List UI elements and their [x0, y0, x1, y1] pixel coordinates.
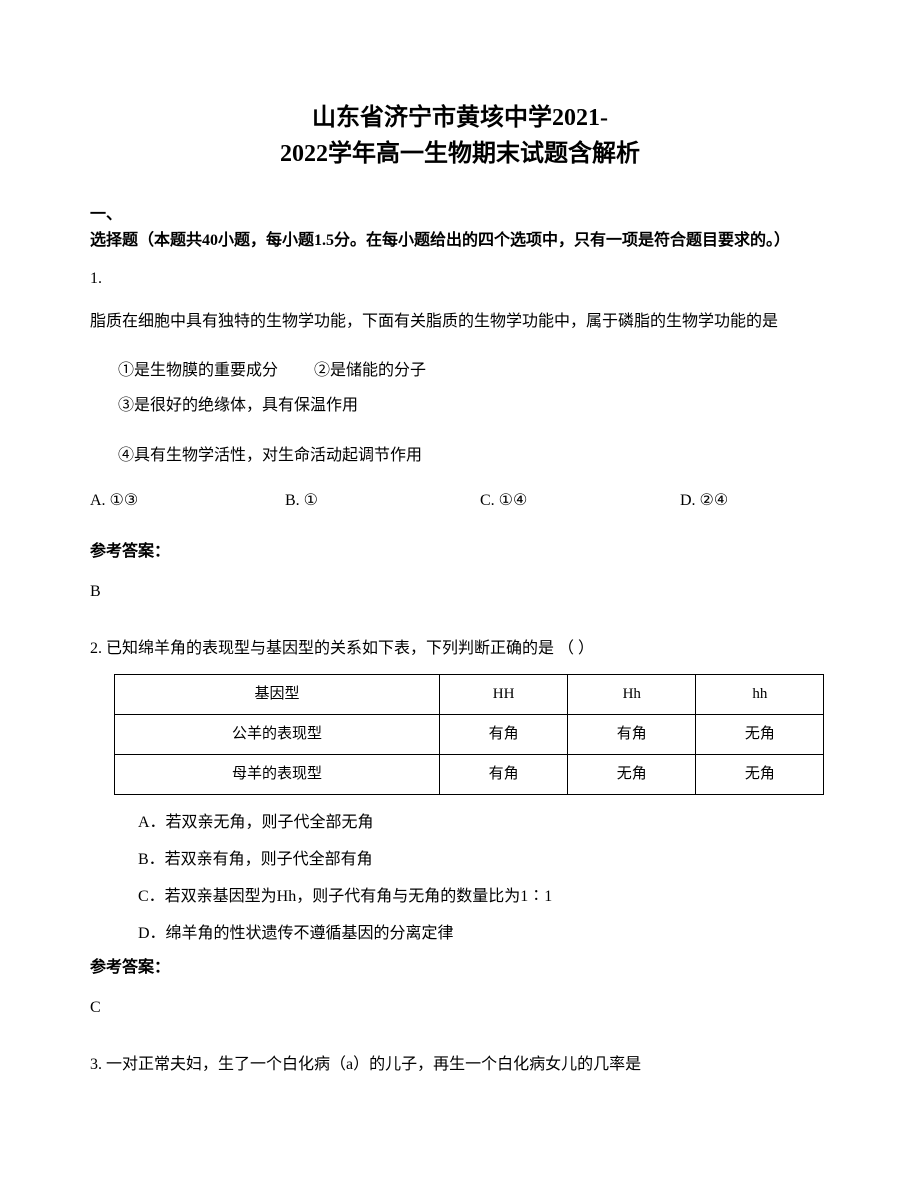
q2-option-a: A．若双亲无角，则子代全部无角 — [138, 805, 830, 840]
table-row: 母羊的表现型 有角 无角 无角 — [115, 754, 824, 794]
section-header: 一、 选择题（本题共40小题，每小题1.5分。在每小题给出的四个选项中，只有一项… — [90, 202, 830, 253]
q1-sub3: ③是很好的绝缘体，具有保温作用 — [118, 397, 358, 414]
q3-text: 3. 一对正常夫妇，生了一个白化病（a）的儿子，再生一个白化病女儿的几率是 — [90, 1051, 830, 1080]
q2-option-d: D．绵羊角的性状遗传不遵循基因的分离定律 — [138, 916, 830, 951]
table-cell: 母羊的表现型 — [115, 754, 440, 794]
table-cell: hh — [696, 674, 824, 714]
table-cell: 有角 — [440, 714, 568, 754]
q2-text: 2. 已知绵羊角的表现型与基因型的关系如下表，下列判断正确的是 （ ） — [90, 635, 830, 664]
section-header-line-1: 一、 — [90, 206, 122, 223]
q1-sub-options-group1: ①是生物膜的重要成分 ②是储能的分子 ③是很好的绝缘体，具有保温作用 — [90, 353, 830, 423]
q2-answer-value: C — [90, 994, 830, 1023]
q1-option-d: D. ②④ — [680, 487, 728, 516]
q1-number: 1. — [90, 265, 830, 294]
table-cell: 基因型 — [115, 674, 440, 714]
table-row: 基因型 HH Hh hh — [115, 674, 824, 714]
q1-sub2: ②是储能的分子 — [314, 362, 426, 379]
title-line-2: 2022学年高一生物期末试题含解析 — [280, 141, 640, 167]
q1-sub-options-group2: ④具有生物学活性，对生命活动起调节作用 — [90, 438, 830, 473]
q1-answer-options: A. ①③ B. ① C. ①④ D. ②④ — [90, 487, 830, 516]
q2-options: A．若双亲无角，则子代全部无角 B．若双亲有角，则子代全部有角 C．若双亲基因型… — [90, 805, 830, 952]
q2-option-c: C．若双亲基因型为Hh，则子代有角与无角的数量比为1∶1 — [138, 879, 830, 914]
table-cell: Hh — [568, 674, 696, 714]
q1-text: 脂质在细胞中具有独特的生物学功能，下面有关脂质的生物学功能中，属于磷脂的生物学功… — [90, 304, 830, 339]
table-cell: 有角 — [568, 714, 696, 754]
q1-answer-label: 参考答案： — [90, 538, 830, 567]
q1-option-a: A. ①③ — [90, 487, 285, 516]
page-title: 山东省济宁市黄垓中学2021- 2022学年高一生物期末试题含解析 — [90, 100, 830, 172]
q1-answer-value: B — [90, 578, 830, 607]
q2-table: 基因型 HH Hh hh 公羊的表现型 有角 有角 无角 母羊的表现型 有角 无… — [114, 674, 824, 795]
q2-answer-label: 参考答案： — [90, 954, 830, 983]
table-cell: 无角 — [696, 714, 824, 754]
q1-option-c: C. ①④ — [480, 487, 680, 516]
table-cell: 有角 — [440, 754, 568, 794]
table-cell: HH — [440, 674, 568, 714]
title-line-1: 山东省济宁市黄垓中学2021- — [312, 105, 608, 131]
q1-option-b: B. ① — [285, 487, 480, 516]
table-cell: 无角 — [568, 754, 696, 794]
q1-sub1: ①是生物膜的重要成分 — [118, 362, 278, 379]
table-row: 公羊的表现型 有角 有角 无角 — [115, 714, 824, 754]
section-header-line-2: 选择题（本题共40小题，每小题1.5分。在每小题给出的四个选项中，只有一项是符合… — [90, 232, 790, 249]
table-cell: 公羊的表现型 — [115, 714, 440, 754]
q1-sub4: ④具有生物学活性，对生命活动起调节作用 — [118, 447, 422, 464]
table-cell: 无角 — [696, 754, 824, 794]
q2-option-b: B．若双亲有角，则子代全部有角 — [138, 842, 830, 877]
